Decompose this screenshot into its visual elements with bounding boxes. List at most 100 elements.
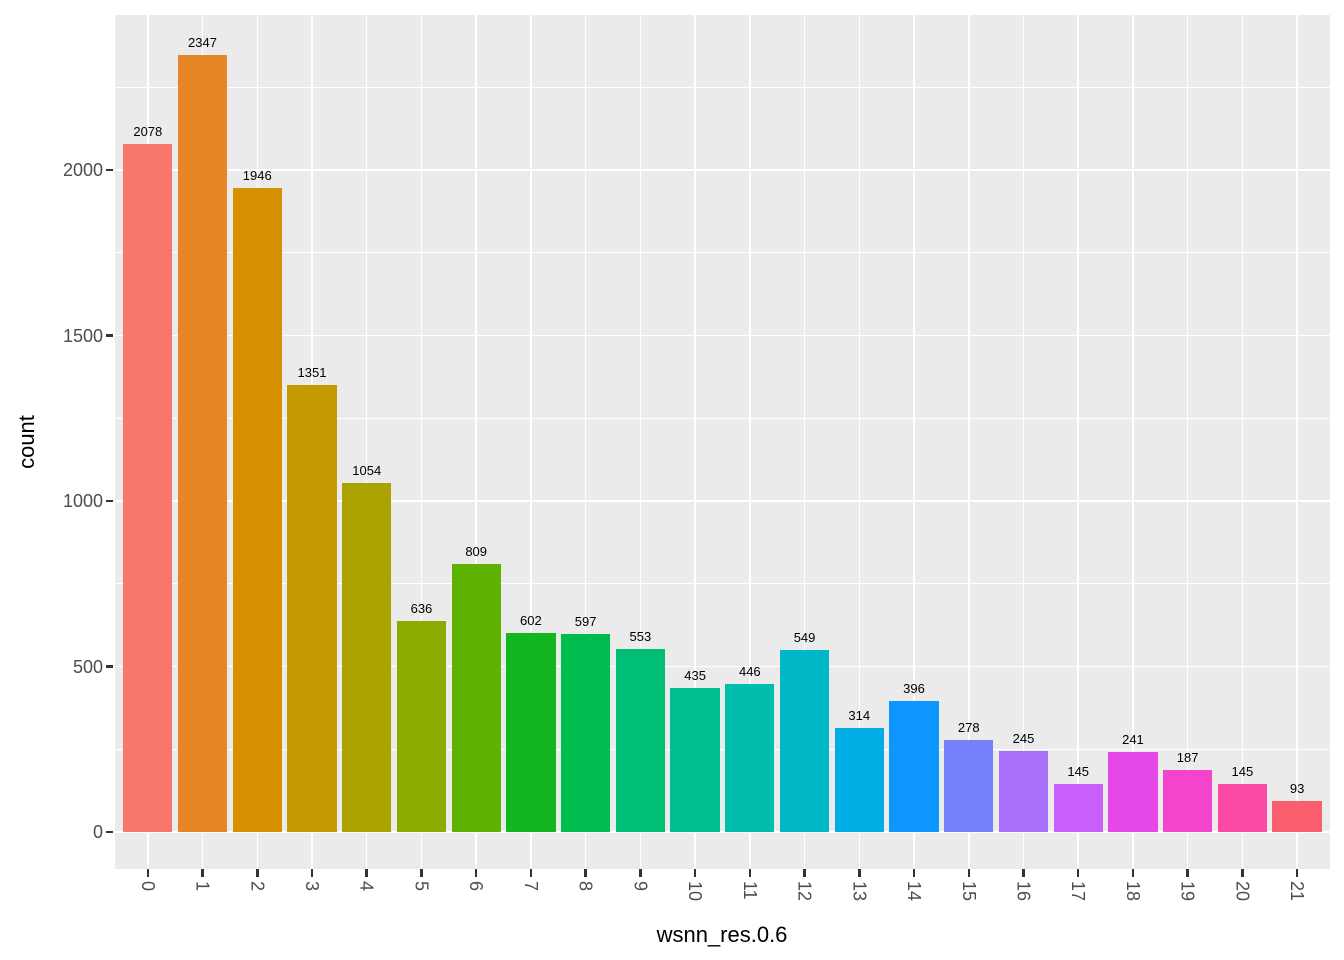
bar-2 xyxy=(232,187,282,832)
bar-3 xyxy=(287,384,337,832)
bar-18 xyxy=(1108,752,1158,832)
x-tick-label: 5 xyxy=(411,881,432,892)
bar-value-label: 809 xyxy=(465,544,488,560)
x-tick-mark xyxy=(803,869,806,877)
gridline-vertical xyxy=(1022,15,1025,869)
bar-10 xyxy=(670,688,720,832)
gridline-vertical xyxy=(968,15,970,869)
bar-17 xyxy=(1053,784,1103,832)
bar-0 xyxy=(123,144,173,832)
x-tick-label: 18 xyxy=(1122,881,1143,902)
bar-14 xyxy=(889,700,939,832)
bar-11 xyxy=(725,684,775,832)
gridline-minor xyxy=(115,417,1330,419)
x-tick-mark xyxy=(584,869,587,877)
x-tick-label: 7 xyxy=(520,881,541,892)
x-tick-mark xyxy=(365,869,368,877)
x-axis-title: wsnn_res.0.6 xyxy=(656,922,788,947)
y-axis-title: count xyxy=(14,415,39,469)
gridline-vertical xyxy=(420,15,423,869)
bar-9 xyxy=(615,648,666,832)
x-tick-mark xyxy=(1295,869,1299,877)
bar-4 xyxy=(342,483,392,832)
x-tick-label: 13 xyxy=(849,881,870,902)
bar-5 xyxy=(396,621,447,832)
bar-value-label: 602 xyxy=(520,612,542,628)
y-tick-mark xyxy=(106,168,113,172)
x-tick-label: 19 xyxy=(1177,881,1198,902)
x-tick-label: 2 xyxy=(247,881,268,892)
bar-8 xyxy=(560,634,611,832)
x-tick-mark xyxy=(310,869,314,877)
y-tick-mark xyxy=(106,334,113,337)
x-tick-mark xyxy=(201,869,204,877)
x-tick-mark xyxy=(474,869,478,877)
x-tick-mark xyxy=(1076,869,1080,877)
x-tick-label: 1 xyxy=(192,881,213,892)
bar-value-label: 145 xyxy=(1231,764,1254,779)
x-tick-mark xyxy=(967,869,970,877)
bar-1 xyxy=(177,55,228,832)
gridline-vertical xyxy=(803,15,806,869)
x-tick-label: 6 xyxy=(466,881,487,892)
x-tick-mark xyxy=(146,869,150,877)
x-tick-mark xyxy=(748,869,752,877)
bar-value-label: 314 xyxy=(848,708,871,724)
gridline-vertical xyxy=(639,15,642,869)
gridline-minor xyxy=(115,583,1330,585)
bar-value-label: 1054 xyxy=(352,463,382,479)
x-tick-mark xyxy=(639,869,642,877)
bar-value-label: 636 xyxy=(410,601,433,617)
bar-value-label: 597 xyxy=(574,614,597,630)
x-tick-label: 4 xyxy=(356,881,377,892)
bar-value-label: 278 xyxy=(957,719,980,735)
x-tick-label: 11 xyxy=(739,881,760,900)
bar-value-label: 245 xyxy=(1012,730,1035,746)
bar-value-label: 2347 xyxy=(188,35,217,51)
bar-value-label: 396 xyxy=(903,680,925,696)
y-tick-label: 0 xyxy=(92,822,103,842)
x-tick-mark xyxy=(1131,869,1135,877)
gridline-vertical xyxy=(1296,15,1298,869)
x-tick-mark xyxy=(858,869,861,877)
bar-value-label: 549 xyxy=(793,630,816,646)
bar-value-label: 446 xyxy=(738,664,761,680)
gridline-minor xyxy=(115,86,1330,88)
bar-7 xyxy=(506,632,556,832)
gridline-vertical xyxy=(1077,15,1079,869)
gridline-vertical xyxy=(475,15,477,869)
x-tick-label: 12 xyxy=(794,881,815,902)
y-tick-label: 2000 xyxy=(62,160,103,180)
gridline-major xyxy=(115,334,1330,337)
gridline-minor xyxy=(115,252,1330,254)
y-tick-label: 1000 xyxy=(62,491,103,511)
x-tick-label: 9 xyxy=(630,881,651,892)
x-tick-mark xyxy=(912,869,916,877)
x-tick-mark xyxy=(1186,869,1189,877)
gridline-vertical xyxy=(749,15,751,869)
bar-13 xyxy=(834,728,884,832)
y-tick-mark xyxy=(106,665,113,668)
gridline-vertical xyxy=(1132,15,1134,869)
x-tick-label: 3 xyxy=(301,881,322,892)
bar-value-label: 553 xyxy=(629,628,652,644)
gridline-vertical xyxy=(1241,15,1244,869)
x-tick-mark xyxy=(1241,869,1244,877)
bar-value-label: 241 xyxy=(1122,732,1144,748)
x-tick-label: 14 xyxy=(904,881,925,902)
bar-value-label: 1351 xyxy=(297,364,327,380)
gridline-major xyxy=(115,169,1330,171)
gridline-vertical xyxy=(365,15,368,869)
x-tick-label: 15 xyxy=(958,881,979,902)
bar-value-label: 2078 xyxy=(133,124,163,140)
gridline-vertical xyxy=(913,15,915,869)
y-tick-mark xyxy=(106,499,113,503)
y-tick-label: 1500 xyxy=(62,325,103,346)
bar-21 xyxy=(1272,801,1322,832)
bar-16 xyxy=(998,750,1049,832)
bar-20 xyxy=(1217,784,1268,832)
bar-12 xyxy=(779,650,830,832)
bar-15 xyxy=(944,739,994,832)
bar-value-label: 145 xyxy=(1067,764,1090,779)
plot-panel xyxy=(115,15,1330,869)
